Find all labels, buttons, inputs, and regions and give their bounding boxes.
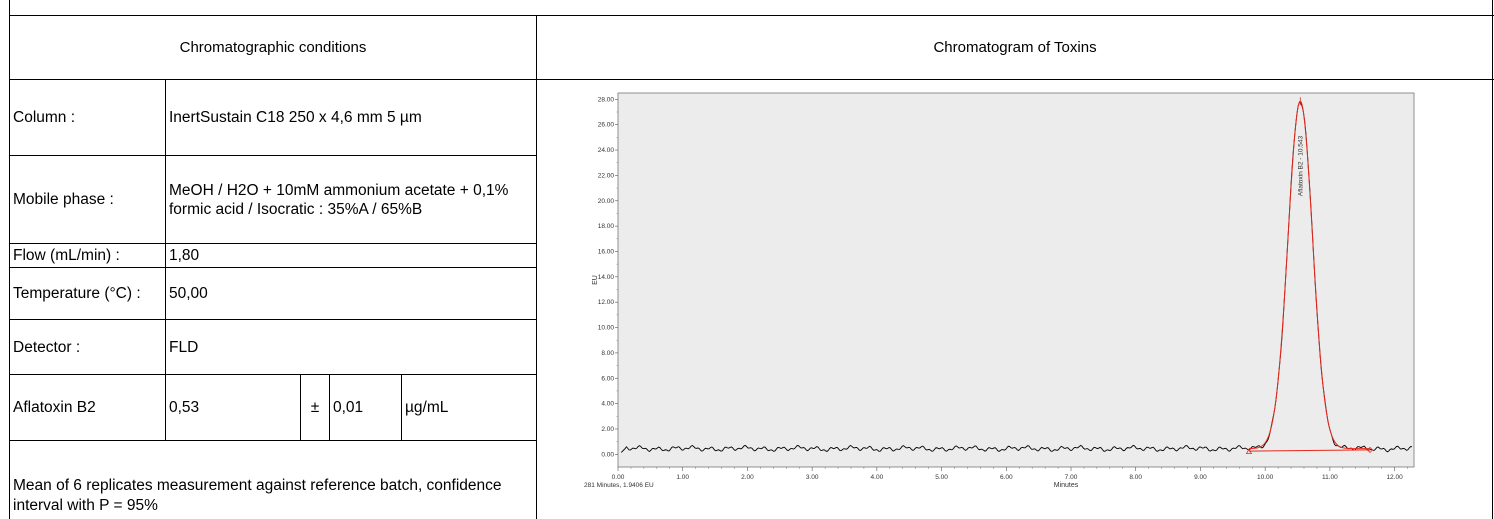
y-tick-label: 28.00 [598,96,615,103]
toxin-label: Aflatoxin B2 [9,374,166,441]
y-tick-label: 24.00 [598,147,615,154]
conditions-header: Chromatographic conditions [179,39,367,56]
table-row: Mobile phase : MeOH / H2O + 10mM ammoniu… [9,155,537,244]
cursor-readout: 281 Minutes, 1.9406 EU [584,482,654,489]
detector-label: Detector : [9,319,166,375]
chromatogram-chart: 0.00 2.00 4.00 6.00 8.00 10.00 12.00 14.00 16.00… [583,85,1425,505]
table-row: Flow (mL/min) : 1,80 [9,243,537,268]
x-tick-label: 5.00 [935,474,948,481]
x-tick-label: 12.00 [1386,474,1403,481]
peak-start-marker [1245,448,1253,455]
x-tick-label: 3.00 [806,474,819,481]
flow-label: Flow (mL/min) : [9,243,166,268]
detector-value: FLD [165,319,537,375]
y-tick-label: 8.00 [601,350,614,357]
x-tick-label: 7.00 [1065,474,1078,481]
y-tick-label: 16.00 [598,248,615,255]
peak-baseline [1248,449,1370,452]
x-tick-label: 6.00 [1000,474,1013,481]
y-tick-label: 6.00 [601,375,614,382]
table-row: Detector : FLD [9,319,537,375]
result-row: Aflatoxin B2 0,53 ± 0,01 µg/mL [9,374,537,441]
header-rule [9,79,1494,80]
y-tick-label: 0.00 [601,451,614,458]
x-tick-label: 11.00 [1322,474,1338,481]
x-axis-label: Minutes [1054,482,1079,489]
confidence-note: Mean of 6 replicates measurement against… [13,477,502,514]
x-tick-label: 8.00 [1129,474,1142,481]
x-tick-label: 2.00 [741,474,754,481]
y-tick-label: 26.00 [598,122,615,129]
toxin-value: 0,53 [165,374,301,441]
column-divider [536,15,537,519]
y-axis-label: EU [592,275,599,285]
top-rule [9,15,1494,16]
x-tick-label: 9.00 [1194,474,1207,481]
column-value: InertSustain C18 250 x 4,6 mm 5 µm [165,79,537,156]
table-row: Column : InertSustain C18 250 x 4,6 mm 5… [9,79,537,156]
uncertainty-value: 0,01 [329,374,402,441]
x-tick-label: 4.00 [871,474,884,481]
y-tick-label: 12.00 [598,299,615,306]
x-tick-label: 1.00 [676,474,689,481]
y-tick-label: 14.00 [598,274,615,281]
conditions-table: Column : InertSustain C18 250 x 4,6 mm 5… [9,79,537,441]
peak-fit-curve [1248,100,1370,450]
peak-end-marker [1366,446,1374,453]
chromatogram-svg: 0.00 2.00 4.00 6.00 8.00 10.00 12.00 14.00 16.00… [584,92,1415,489]
temperature-value: 50,00 [165,267,537,320]
flow-value: 1,80 [165,243,537,268]
table-row: Temperature (°C) : 50,00 [9,267,537,320]
y-tick-label: 10.00 [598,325,615,332]
temperature-label: Temperature (°C) : [9,267,166,320]
y-tick-label: 18.00 [598,223,615,230]
chromatogram-header: Chromatogram of Toxins [933,39,1097,56]
y-tick-label: 20.00 [598,198,615,205]
plus-minus-sign: ± [300,374,330,441]
mobile-phase-value: MeOH / H2O + 10mM ammonium acetate + 0,1… [165,155,537,244]
x-tick-label: 0.00 [612,474,625,481]
unit-value: µg/mL [401,374,537,441]
plot-area [617,92,1415,468]
mobile-phase-label: Mobile phase : [9,155,166,244]
x-tick-label: 10.00 [1257,474,1274,481]
y-tick-label: 4.00 [601,401,614,408]
column-label: Column : [9,79,166,156]
peak-label: Aflatoxin B2 - 10.543 [1297,136,1304,197]
y-tick-label: 22.00 [598,172,615,179]
y-tick-label: 2.00 [601,426,614,433]
